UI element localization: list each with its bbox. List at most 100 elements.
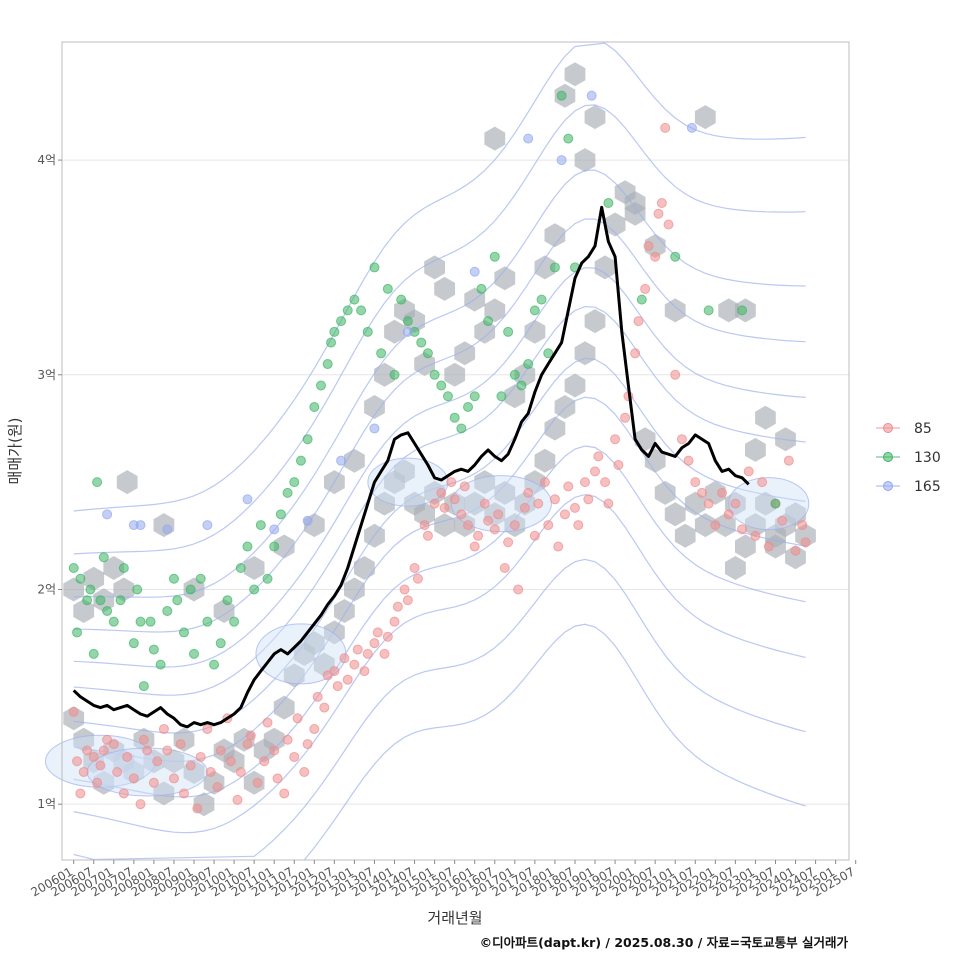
scatter-point-130 xyxy=(603,198,614,209)
scatter-point-85 xyxy=(656,198,667,209)
hexbin-cell xyxy=(785,502,806,527)
scatter-point-130 xyxy=(118,563,129,574)
scatter-point-165 xyxy=(202,520,213,531)
hexbin-cell xyxy=(524,319,546,344)
scatter-point-85 xyxy=(389,616,400,627)
scatter-point-85 xyxy=(449,494,460,505)
scatter-point-165 xyxy=(102,509,113,520)
scatter-point-85 xyxy=(643,240,654,251)
hexbin-cell xyxy=(153,781,175,806)
scatter-point-85 xyxy=(269,745,280,756)
scatter-point-130 xyxy=(442,391,453,402)
scatter-point-85 xyxy=(436,487,447,498)
scatter-point-85 xyxy=(175,739,186,750)
chart-caption: ©디아파트(dapt.kr) / 2025.08.30 / 자료=국토교통부 실… xyxy=(480,935,849,950)
scatter-point-85 xyxy=(573,520,584,531)
scatter-point-85 xyxy=(620,412,631,423)
scatter-point-130 xyxy=(202,616,213,627)
scatter-point-130 xyxy=(315,380,326,391)
hexbin-cell xyxy=(394,459,415,484)
scatter-point-130 xyxy=(155,659,166,670)
hexbin-cell xyxy=(263,727,285,752)
scatter-point-85 xyxy=(122,751,133,762)
scatter-point-85 xyxy=(128,773,139,784)
scatter-point-85 xyxy=(429,498,440,509)
hexbin-cell xyxy=(785,545,806,570)
legend-key-point-165 xyxy=(883,481,893,491)
scatter-point-130 xyxy=(382,283,393,294)
hexbin-cell xyxy=(544,416,566,441)
scatter-point-130 xyxy=(82,595,93,606)
scatter-points-layer xyxy=(68,90,811,814)
hexbin-cell xyxy=(123,760,145,784)
scatter-point-85 xyxy=(559,509,570,520)
scatter-point-85 xyxy=(235,766,246,777)
moving-average-line xyxy=(72,205,750,729)
scatter-point-85 xyxy=(750,530,761,541)
scatter-point-85 xyxy=(329,666,340,677)
scatter-point-85 xyxy=(362,648,373,659)
scatter-point-85 xyxy=(579,477,590,488)
scatter-point-85 xyxy=(259,756,270,767)
hexbin-cell xyxy=(364,395,385,419)
scatter-point-130 xyxy=(75,573,86,584)
scatter-point-165 xyxy=(302,515,313,526)
scatter-point-85 xyxy=(95,760,106,771)
scatter-point-85 xyxy=(519,502,530,513)
scatter-point-130 xyxy=(770,498,781,509)
scatter-point-130 xyxy=(269,541,280,552)
scatter-point-130 xyxy=(670,251,681,262)
scatter-point-85 xyxy=(142,745,153,756)
scatter-point-130 xyxy=(336,316,347,327)
hexbin-cell xyxy=(344,577,365,602)
legend-label-85: 85 xyxy=(914,421,932,437)
density-contour xyxy=(73,104,806,555)
scatter-point-85 xyxy=(650,251,661,262)
scatter-point-85 xyxy=(663,219,674,230)
scatter-point-130 xyxy=(215,638,226,649)
scatter-point-85 xyxy=(178,788,189,799)
density-contour xyxy=(73,558,806,861)
scatter-point-85 xyxy=(92,777,103,788)
scatter-point-130 xyxy=(469,391,480,402)
scatter-point-130 xyxy=(476,283,487,294)
scatter-point-85 xyxy=(660,122,671,133)
scatter-point-165 xyxy=(269,524,280,535)
scatter-point-130 xyxy=(436,380,447,391)
scatter-point-130 xyxy=(362,326,373,337)
hexbin-cell xyxy=(434,276,455,301)
scatter-point-85 xyxy=(158,724,169,735)
scatter-point-85 xyxy=(205,766,216,777)
scatter-point-85 xyxy=(349,659,360,670)
scatter-point-130 xyxy=(255,520,266,531)
y-axis-title: 매매가(원) xyxy=(6,418,24,485)
hexbin-cell xyxy=(273,695,295,720)
hexbin-cell xyxy=(116,470,138,495)
hexbin-cell xyxy=(344,448,365,473)
scatter-point-85 xyxy=(379,648,390,659)
scatter-point-130 xyxy=(249,584,260,595)
scatter-point-130 xyxy=(229,616,240,627)
scatter-point-85 xyxy=(676,434,687,445)
scatter-point-165 xyxy=(586,90,597,101)
scatter-point-85 xyxy=(539,477,550,488)
scatter-point-85 xyxy=(757,477,768,488)
hexbin-cell xyxy=(584,309,606,334)
scatter-point-130 xyxy=(496,391,507,402)
legend-key-point-85 xyxy=(883,423,893,433)
scatter-point-130 xyxy=(128,638,139,649)
scatter-point-85 xyxy=(279,788,290,799)
scatter-point-85 xyxy=(446,477,457,488)
scatter-point-130 xyxy=(543,348,554,359)
scatter-point-85 xyxy=(272,773,283,784)
scatter-point-130 xyxy=(737,305,748,316)
hexbin-cell xyxy=(424,255,445,280)
scatter-point-85 xyxy=(112,766,123,777)
scatter-point-130 xyxy=(168,573,179,584)
scatter-point-85 xyxy=(292,713,303,724)
scatter-point-130 xyxy=(145,616,156,627)
plot-panel-border xyxy=(61,41,850,861)
scatter-point-130 xyxy=(302,434,313,445)
scatter-point-165 xyxy=(556,155,567,166)
scatter-point-130 xyxy=(563,133,574,144)
